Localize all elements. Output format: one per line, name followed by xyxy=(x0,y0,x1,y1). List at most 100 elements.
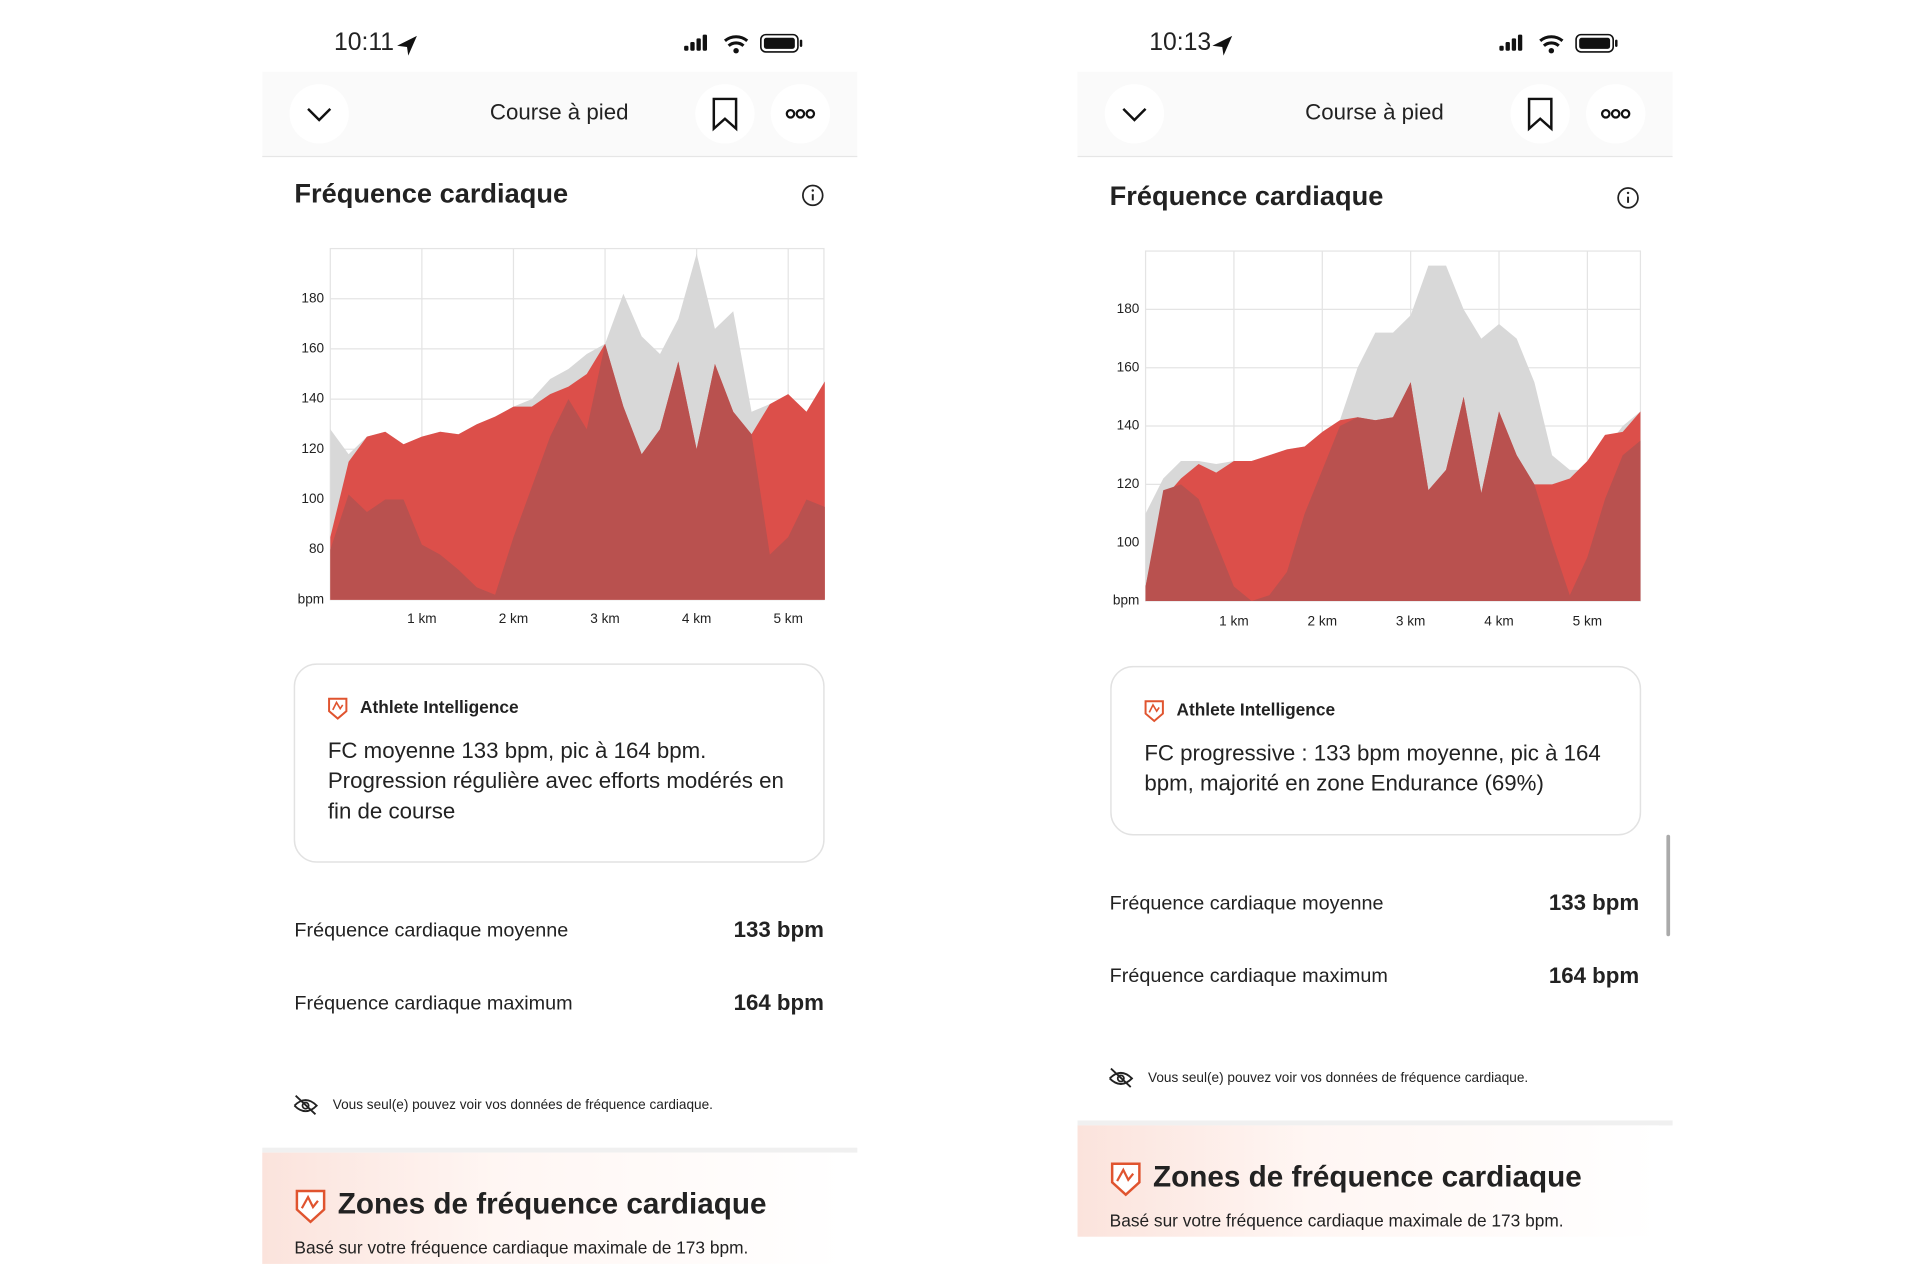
ai-text-line: bpm, majorité en zone Endurance (69%) xyxy=(1144,771,1544,796)
y-tick-label: 100 xyxy=(1117,534,1140,549)
phone-screen: 10:11 Course à pied Fréquence cardiaque 80 1… xyxy=(262,29,858,1264)
battery xyxy=(1575,33,1614,53)
info-dot xyxy=(811,189,815,192)
y-axis-label: bpm xyxy=(298,591,324,606)
x-tick-label: 3 km xyxy=(1396,614,1425,629)
location-icon xyxy=(397,35,417,56)
stat-label: Fréquence cardiaque maximum xyxy=(1110,965,1388,987)
nav-title: Course à pied xyxy=(490,100,629,125)
x-tick-label: 5 km xyxy=(1573,614,1602,629)
y-axis-label: bpm xyxy=(1113,593,1139,608)
signal-bar xyxy=(696,38,701,51)
wifi-icon xyxy=(723,35,749,48)
stat-label: Fréquence cardiaque moyenne xyxy=(294,919,568,941)
ai-label: Athlete Intelligence xyxy=(360,697,519,717)
hr-area xyxy=(1145,382,1641,602)
battery xyxy=(760,33,799,53)
ai-text-line: Progression régulière avec efforts modér… xyxy=(328,768,784,793)
stat-value: 164 bpm xyxy=(734,990,824,1015)
y-tick-label: 80 xyxy=(309,541,325,556)
more-dot xyxy=(1620,108,1631,119)
x-tick-label: 1 km xyxy=(407,611,436,626)
x-tick-label: 4 km xyxy=(1484,614,1513,629)
hidden-eye-pupil xyxy=(301,1101,310,1110)
y-tick-label: 120 xyxy=(1117,476,1140,491)
nav-bar xyxy=(1077,71,1673,156)
hr-area xyxy=(330,343,825,600)
zones-header-bg xyxy=(262,1152,844,1264)
hidden-eye-pupil xyxy=(1116,1074,1125,1083)
signal-bar xyxy=(1511,38,1517,51)
info-button[interactable] xyxy=(1617,187,1639,209)
wifi-icon xyxy=(1539,35,1564,48)
x-tick-label: 5 km xyxy=(773,611,802,626)
stat-value: 164 bpm xyxy=(1549,963,1639,988)
back-button[interactable] xyxy=(1104,84,1165,144)
scroll-indicator xyxy=(1666,834,1671,937)
more-dot xyxy=(1600,108,1611,119)
signal-bar xyxy=(1499,45,1504,51)
wifi-dot xyxy=(733,47,739,54)
more-dot xyxy=(805,108,816,119)
battery-cap xyxy=(1615,39,1618,47)
wifi-dot xyxy=(1548,47,1555,54)
y-tick-label: 100 xyxy=(301,491,324,506)
y-tick-label: 140 xyxy=(1117,418,1140,433)
ai-icon xyxy=(1144,700,1164,723)
stat-label: Fréquence cardiaque maximum xyxy=(294,992,572,1014)
status-time: 10:11 xyxy=(334,29,394,56)
back-button[interactable] xyxy=(289,84,349,144)
hidden-eye-icon xyxy=(1109,1067,1134,1088)
phone-screen: 10:13 Course à pied Fréquence cardiaque 100… xyxy=(1077,29,1673,1237)
signal-bar xyxy=(690,42,695,51)
more-dot xyxy=(1610,108,1621,119)
section-divider xyxy=(1077,1120,1673,1126)
ai-text-line: fin de course xyxy=(328,798,455,823)
nav-bar xyxy=(262,71,858,156)
bookmark-button[interactable] xyxy=(1510,84,1570,144)
zones-icon xyxy=(1110,1162,1141,1197)
chevron-down-icon xyxy=(1122,107,1147,122)
ai-icon xyxy=(328,697,348,720)
y-tick-label: 160 xyxy=(1117,359,1140,374)
zones-subtitle: Basé sur votre fréquence cardiaque maxim… xyxy=(294,1238,748,1258)
y-tick-label: 180 xyxy=(301,290,324,305)
ai-label: Athlete Intelligence xyxy=(1176,700,1335,720)
location-icon xyxy=(1212,35,1233,56)
stat-label: Fréquence cardiaque moyenne xyxy=(1110,892,1384,914)
status-time: 10:13 xyxy=(1149,29,1211,56)
signal-bar xyxy=(1505,42,1510,51)
ai-icon-mark xyxy=(1148,703,1160,713)
more-button[interactable] xyxy=(770,84,831,144)
ai-icon-mark xyxy=(332,700,344,711)
bookmark-icon xyxy=(1527,97,1553,132)
x-tick-label: 2 km xyxy=(1308,614,1337,629)
bookmark-icon xyxy=(712,97,738,132)
privacy-note: Vous seul(e) pouvez voir vos données de … xyxy=(333,1097,713,1112)
battery-cap xyxy=(799,39,803,47)
y-tick-label: 180 xyxy=(1117,301,1140,316)
privacy-note: Vous seul(e) pouvez voir vos données de … xyxy=(1148,1070,1528,1085)
more-dot xyxy=(785,108,796,119)
zones-subtitle: Basé sur votre fréquence cardiaque maxim… xyxy=(1110,1210,1564,1230)
stat-value: 133 bpm xyxy=(1549,890,1639,915)
zones-title: Zones de fréquence cardiaque xyxy=(338,1188,767,1221)
ai-card xyxy=(1110,665,1642,836)
y-tick-label: 140 xyxy=(301,391,324,406)
bookmark-button[interactable] xyxy=(695,84,755,144)
zones-header-bg xyxy=(1077,1125,1659,1237)
stat-value: 133 bpm xyxy=(734,917,824,942)
signal-bar xyxy=(1517,34,1523,51)
more-button[interactable] xyxy=(1585,84,1646,144)
signal-bar xyxy=(702,34,708,51)
ai-text-line: FC progressive : 133 bpm moyenne, pic à … xyxy=(1144,740,1600,765)
chevron-down-icon xyxy=(307,107,332,122)
x-tick-label: 2 km xyxy=(499,611,528,626)
chart-title: Fréquence cardiaque xyxy=(1110,180,1384,211)
more-dot xyxy=(795,108,806,119)
zones-icon-mark xyxy=(300,1194,319,1210)
ai-text-line: FC moyenne 133 bpm, pic à 164 bpm. xyxy=(328,738,707,763)
info-button[interactable] xyxy=(802,184,824,207)
zones-title: Zones de fréquence cardiaque xyxy=(1153,1160,1582,1193)
